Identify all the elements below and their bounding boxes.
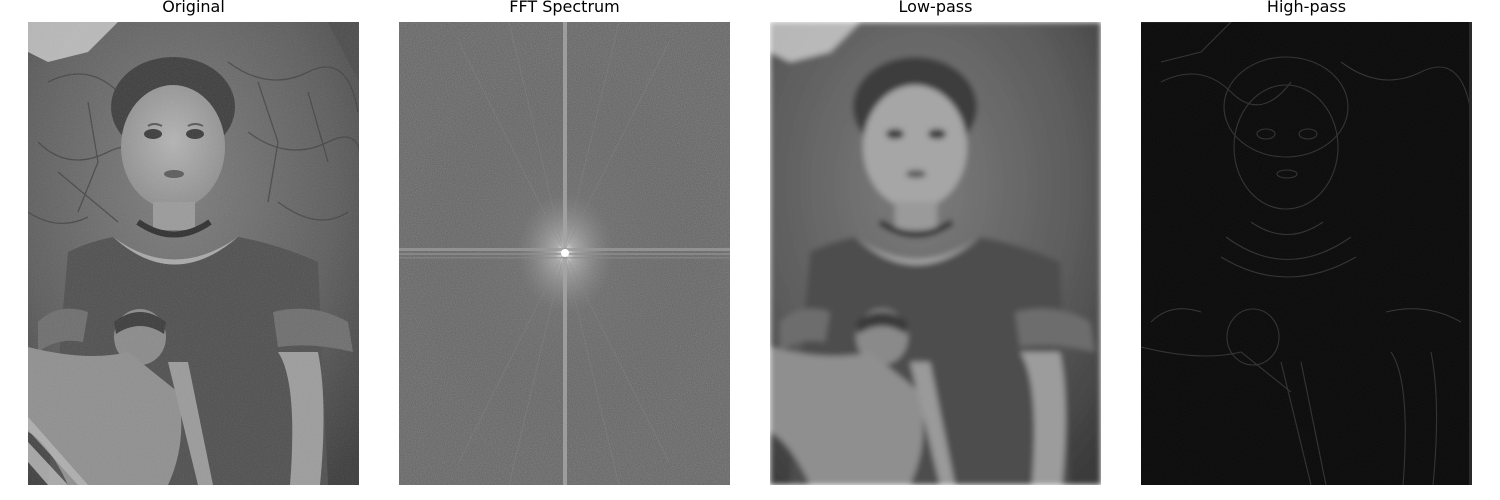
fft-spectrum-image bbox=[399, 22, 730, 485]
high-pass-edges bbox=[1141, 22, 1472, 485]
original-portrait bbox=[28, 22, 359, 485]
panel-low-pass: Low-pass bbox=[770, 0, 1101, 500]
panel-fft-spectrum: FFT Spectrum bbox=[399, 0, 730, 500]
panel-title-original: Original bbox=[162, 0, 225, 16]
high-pass-image bbox=[1141, 22, 1472, 485]
panel-high-pass: High-pass bbox=[1141, 0, 1472, 500]
low-pass-portrait bbox=[770, 22, 1101, 485]
original-image bbox=[28, 22, 359, 485]
panel-original: Original bbox=[28, 0, 359, 500]
low-pass-image bbox=[770, 22, 1101, 485]
panel-title-fft: FFT Spectrum bbox=[509, 0, 620, 16]
panel-title-high-pass: High-pass bbox=[1266, 0, 1347, 16]
panel-title-low-pass: Low-pass bbox=[898, 0, 973, 16]
fft-spectrum bbox=[399, 22, 730, 485]
